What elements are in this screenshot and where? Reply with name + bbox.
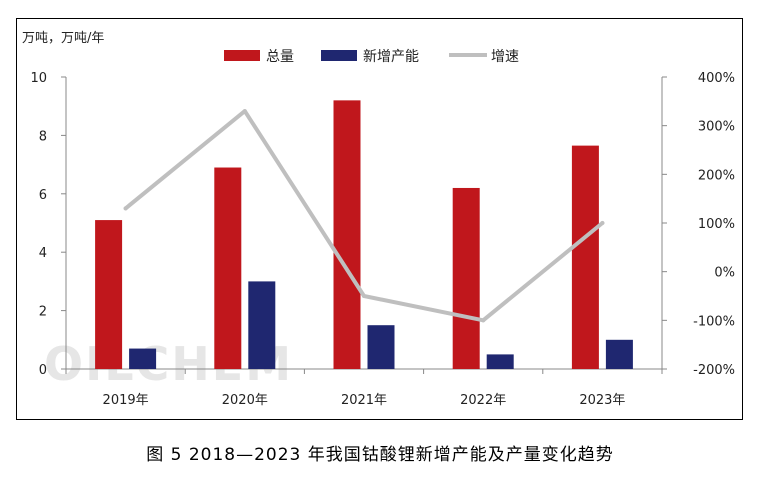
x-tick-label: 2021年 xyxy=(341,393,387,408)
bar-total xyxy=(333,100,361,370)
growth-rate-point xyxy=(481,318,486,323)
bar-new-capacity xyxy=(129,348,157,369)
left-tick-label: 0 xyxy=(39,363,47,378)
y-axis-title: 万吨，万吨/年 xyxy=(22,31,104,46)
bar-new-capacity xyxy=(248,281,276,369)
bar-new-capacity xyxy=(367,325,395,369)
figure-caption: 图 5 2018—2023 年我国钴酸锂新增产能及产量变化趋势 xyxy=(146,445,614,465)
legend-label: 总量 xyxy=(266,49,294,65)
x-tick-label: 2019年 xyxy=(103,393,149,408)
bar-total xyxy=(95,220,123,369)
bar-new-capacity xyxy=(605,339,633,369)
growth-rate-line xyxy=(123,109,605,323)
bar-total xyxy=(214,167,242,369)
bar-new-capacity xyxy=(486,354,514,369)
bar-total xyxy=(452,187,480,369)
left-tick-label: 8 xyxy=(39,129,47,144)
x-tick-label: 2023年 xyxy=(579,393,625,408)
legend-label: 新增产能 xyxy=(363,49,419,65)
bar-total xyxy=(571,145,599,369)
legend-label: 增速 xyxy=(491,49,519,65)
right-tick-label: 100% xyxy=(698,217,735,232)
growth-rate-point xyxy=(600,221,605,225)
growth-rate-point xyxy=(242,109,247,114)
right-tick-label: 400% xyxy=(698,71,735,86)
growth-rate-point xyxy=(362,294,366,298)
left-tick-label: 4 xyxy=(39,246,47,261)
right-tick-label: 0% xyxy=(714,266,735,281)
chart-frame xyxy=(16,18,743,420)
left-tick-label: 6 xyxy=(39,188,47,203)
right-tick-label: 300% xyxy=(698,120,735,135)
legend-swatch xyxy=(321,50,357,61)
right-tick-label: -200% xyxy=(693,363,735,378)
legend-swatch xyxy=(224,50,260,61)
left-tick-label: 10 xyxy=(30,71,47,86)
x-tick-label: 2020年 xyxy=(222,393,268,408)
x-tick-label: 2022年 xyxy=(460,393,506,408)
left-tick-label: 2 xyxy=(39,305,47,320)
right-tick-label: -100% xyxy=(693,314,735,329)
right-tick-label: 200% xyxy=(698,168,735,183)
growth-rate-point xyxy=(123,206,128,211)
